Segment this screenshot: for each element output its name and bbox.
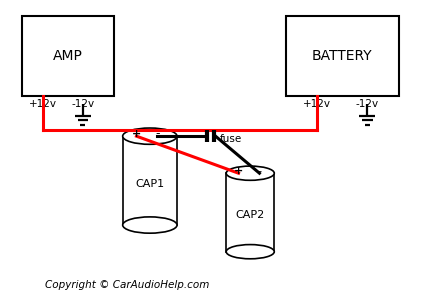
Text: CAP2: CAP2 bbox=[236, 210, 265, 220]
Ellipse shape bbox=[123, 128, 177, 144]
Text: +12v: +12v bbox=[303, 99, 331, 109]
Text: +: + bbox=[132, 129, 141, 139]
Text: -: - bbox=[155, 127, 160, 140]
Bar bbox=[123, 136, 177, 225]
Text: --: -- bbox=[256, 166, 263, 176]
Bar bbox=[286, 16, 399, 96]
Text: +: + bbox=[234, 166, 243, 176]
Ellipse shape bbox=[226, 166, 274, 180]
Text: +12v: +12v bbox=[29, 99, 57, 109]
Bar bbox=[22, 16, 115, 96]
Text: Copyright © CarAudioHelp.com: Copyright © CarAudioHelp.com bbox=[45, 280, 209, 290]
Ellipse shape bbox=[226, 245, 274, 259]
Bar bbox=[226, 173, 274, 252]
Ellipse shape bbox=[123, 217, 177, 233]
Text: fuse: fuse bbox=[220, 134, 242, 144]
Text: -12v: -12v bbox=[356, 99, 379, 109]
Text: AMP: AMP bbox=[53, 49, 83, 63]
Text: BATTERY: BATTERY bbox=[312, 49, 373, 63]
Text: -12v: -12v bbox=[72, 99, 94, 109]
Text: CAP1: CAP1 bbox=[135, 179, 165, 189]
